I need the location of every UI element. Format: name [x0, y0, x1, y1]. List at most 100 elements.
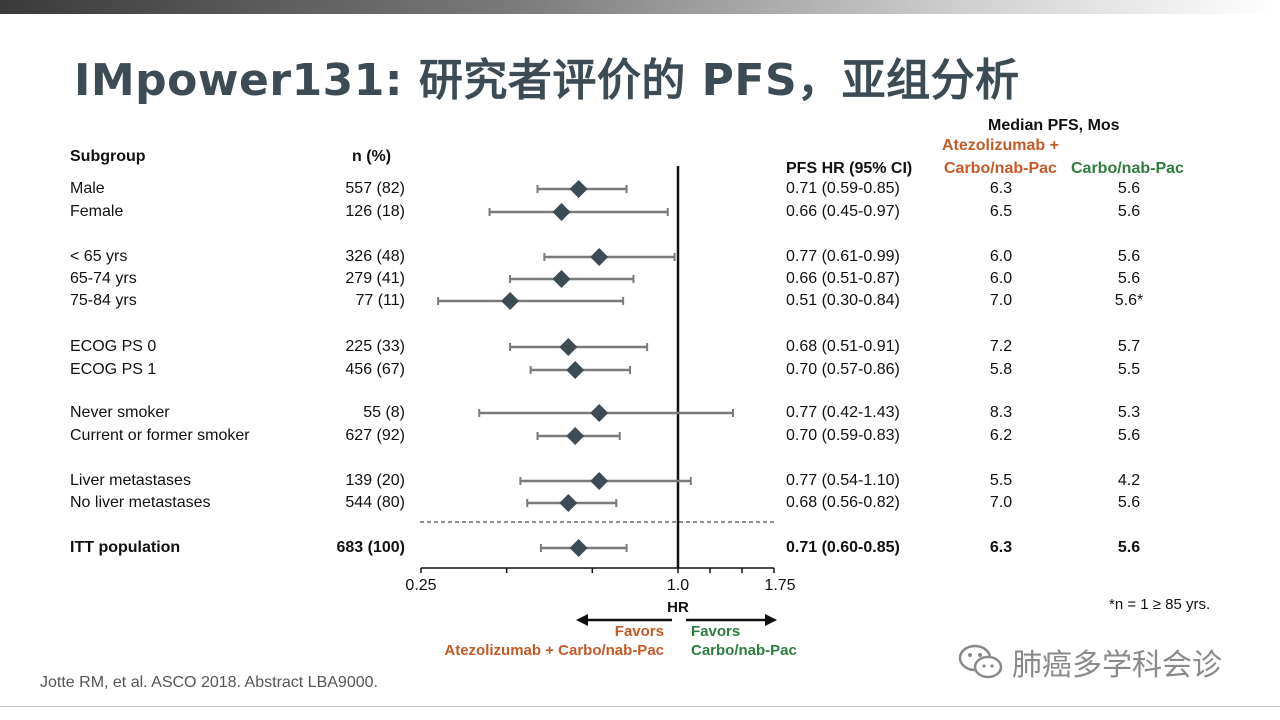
favors-right-line2: Carbo/nab-Pac — [691, 642, 797, 659]
median-pfs-atezo: 7.0 — [989, 292, 1013, 309]
arm-c-header: Carbo/nab-Pac — [1071, 160, 1184, 177]
median-pfs-atezo: 6.3 — [989, 539, 1013, 556]
n-value: 279 (41) — [345, 270, 405, 287]
bottom-divider — [0, 706, 1280, 707]
wechat-icon — [958, 644, 1003, 679]
median-pfs-carbo: 5.5 — [1117, 361, 1141, 378]
hr-point-marker — [569, 539, 588, 557]
median-pfs-atezo: 5.8 — [989, 361, 1013, 378]
pfs-hr-header: PFS HR (95% CI) — [786, 160, 913, 177]
hr-point-marker — [552, 203, 571, 221]
arm-a-header-line1: Atezolizumab + — [942, 137, 1059, 154]
favors-right-arrowhead — [765, 614, 777, 626]
median-pfs-atezo: 6.2 — [989, 427, 1013, 444]
x-axis-label: HR — [667, 599, 689, 616]
hr-point-marker — [566, 361, 585, 379]
hr-ci-value: 0.51 (0.30-0.84) — [786, 292, 900, 309]
hr-ci-value: 0.70 (0.57-0.86) — [786, 361, 900, 378]
median-pfs-carbo: 5.3 — [1117, 404, 1141, 421]
x-axis-ticks — [420, 568, 775, 573]
hr-point-marker — [559, 338, 578, 356]
n-value: 326 (48) — [345, 248, 405, 265]
hr-ci-value: 0.70 (0.59-0.83) — [786, 427, 900, 444]
n-value: 139 (20) — [345, 472, 405, 489]
subgroup-label: No liver metastases — [70, 494, 211, 511]
hr-ci-value: 0.66 (0.45-0.97) — [786, 203, 900, 220]
median-pfs-carbo: 5.6 — [1117, 270, 1141, 287]
subgroup-label: Never smoker — [70, 404, 170, 421]
subgroup-label: Current or former smoker — [70, 427, 250, 444]
n-value: 544 (80) — [345, 494, 405, 511]
forest-marks — [437, 180, 735, 557]
median-pfs-atezo: 7.0 — [989, 494, 1013, 511]
favors-carbo-label: Favors Carbo/nab-Pac — [691, 622, 797, 660]
subgroup-label: ECOG PS 0 — [70, 338, 157, 355]
subgroup-label: ECOG PS 1 — [70, 361, 157, 378]
median-pfs-carbo: 5.6 — [1117, 180, 1141, 197]
subgroup-label: Liver metastases — [70, 472, 191, 489]
median-pfs-carbo: 5.6* — [1114, 292, 1144, 309]
top-gradient-bar — [0, 0, 1280, 14]
page-title: IMpower131: 研究者评价的 PFS，亚组分析 — [74, 55, 1020, 106]
subgroup-header: Subgroup — [70, 148, 146, 165]
subgroup-label: Male — [70, 180, 105, 197]
hr-ci-value: 0.66 (0.51-0.87) — [786, 270, 900, 287]
arm-a-header-line2: Carbo/nab-Pac — [944, 160, 1057, 177]
hr-ci-value: 0.71 (0.59-0.85) — [786, 180, 900, 197]
n-value: 225 (33) — [345, 338, 405, 355]
favors-left-arrowhead — [576, 614, 588, 626]
n-header: n (%) — [352, 148, 392, 165]
subgroup-label: 65-74 yrs — [70, 270, 137, 287]
favors-atezolizumab-label: Favors Atezolizumab + Carbo/nab-Pac — [444, 622, 664, 660]
tick-label-ref: 1.0 — [666, 577, 690, 594]
median-pfs-carbo: 5.6 — [1117, 203, 1141, 220]
favors-left-line2: Atezolizumab + Carbo/nab-Pac — [444, 642, 664, 659]
watermark: 肺癌多学科会诊 — [958, 640, 1222, 684]
hr-point-marker — [559, 494, 578, 512]
tick-label-high: 1.75 — [764, 577, 796, 594]
median-pfs-carbo: 5.6 — [1117, 539, 1141, 556]
median-pfs-header: Median PFS, Mos — [988, 117, 1120, 134]
hr-point-marker — [590, 472, 609, 490]
hr-point-marker — [552, 270, 571, 288]
median-pfs-carbo: 5.7 — [1117, 338, 1141, 355]
n-value: 557 (82) — [345, 180, 405, 197]
hr-ci-value: 0.68 (0.51-0.91) — [786, 338, 900, 355]
hr-ci-value: 0.71 (0.60-0.85) — [786, 539, 900, 556]
median-pfs-atezo: 5.5 — [989, 472, 1013, 489]
tick-label-low: 0.25 — [405, 577, 437, 594]
median-pfs-atezo: 8.3 — [989, 404, 1013, 421]
subgroup-label: Female — [70, 203, 124, 220]
footnote: *n = 1 ≥ 85 yrs. — [1109, 596, 1211, 613]
watermark-text: 肺癌多学科会诊 — [1012, 648, 1222, 683]
median-pfs-carbo: 5.6 — [1117, 427, 1141, 444]
hr-ci-value: 0.77 (0.54-1.10) — [786, 472, 900, 489]
subgroup-label: ITT population — [70, 539, 181, 556]
hr-ci-value: 0.68 (0.56-0.82) — [786, 494, 900, 511]
median-pfs-atezo: 6.0 — [989, 270, 1013, 287]
hr-point-marker — [501, 292, 520, 310]
median-pfs-atezo: 6.5 — [989, 203, 1013, 220]
n-value: 77 (11) — [355, 292, 405, 309]
subgroup-label: 75-84 yrs — [70, 292, 137, 309]
hr-point-marker — [590, 248, 609, 266]
median-pfs-carbo: 5.6 — [1117, 248, 1141, 265]
median-pfs-atezo: 6.3 — [989, 180, 1013, 197]
hr-ci-value: 0.77 (0.61-0.99) — [786, 248, 900, 265]
n-value: 126 (18) — [345, 203, 405, 220]
hr-point-marker — [569, 180, 588, 198]
median-pfs-carbo: 5.6 — [1117, 494, 1141, 511]
hr-ci-value: 0.77 (0.42-1.43) — [786, 404, 900, 421]
citation: Jotte RM, et al. ASCO 2018. Abstract LBA… — [40, 674, 378, 691]
n-value: 456 (67) — [345, 361, 405, 378]
n-value: 683 (100) — [336, 539, 406, 556]
n-value: 55 (8) — [363, 404, 405, 421]
hr-point-marker — [566, 427, 585, 445]
favors-left-line1: Favors — [614, 623, 664, 640]
favors-right-line1: Favors — [691, 623, 741, 640]
hr-point-marker — [590, 404, 609, 422]
median-pfs-atezo: 7.2 — [989, 338, 1013, 355]
median-pfs-atezo: 6.0 — [989, 248, 1013, 265]
n-value: 627 (92) — [345, 427, 405, 444]
